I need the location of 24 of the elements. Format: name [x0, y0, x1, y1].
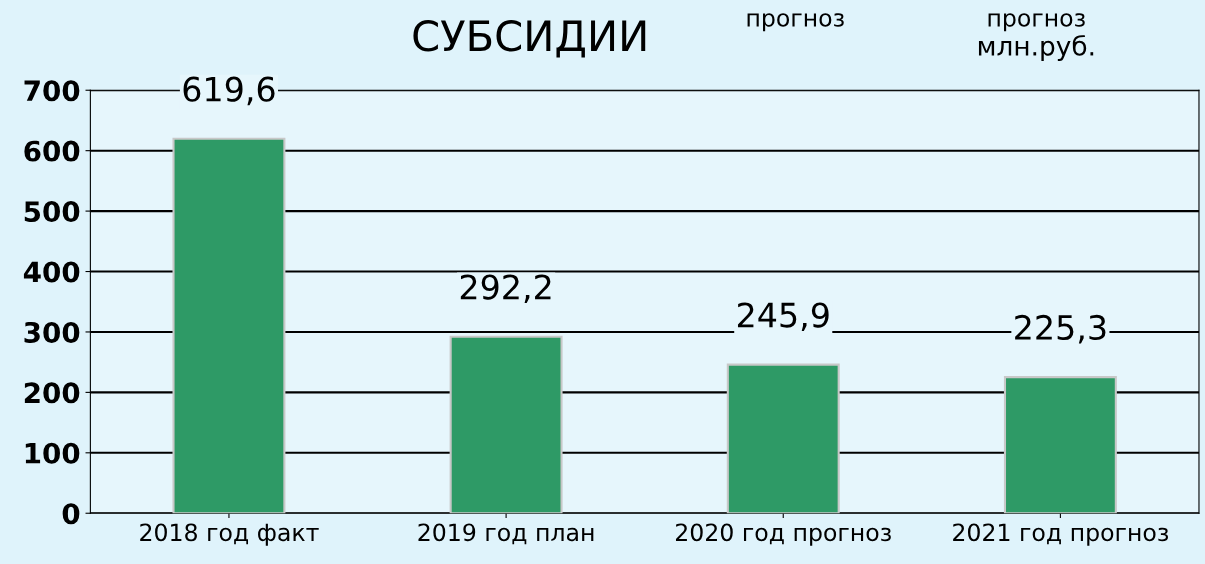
x-tick-label: 2019 год план — [418, 523, 594, 545]
bar — [172, 137, 286, 514]
bar — [449, 335, 563, 514]
y-tick-label: 600 — [24, 140, 80, 162]
x-tick-label: 2018 год факт — [140, 523, 319, 546]
data-label: 292,2 — [460, 274, 551, 304]
bar — [726, 363, 840, 514]
data-label: 225,3 — [1015, 314, 1106, 344]
y-tick-label: 700 — [24, 80, 80, 102]
x-tick-label: 2021 год прогноз — [953, 523, 1168, 546]
data-label: 619,6 — [183, 76, 275, 106]
y-tick-label: 300 — [24, 321, 80, 343]
bar — [1003, 376, 1117, 514]
y-tick-label: 500 — [24, 201, 80, 223]
text: млн.руб. — [978, 34, 1094, 61]
chart-title: СУБСИДИИ — [413, 20, 646, 58]
text: прогноз — [988, 13, 1085, 32]
y-tick-label: 200 — [24, 382, 80, 404]
data-label: 245,9 — [737, 302, 829, 332]
text: прогноз — [747, 13, 844, 32]
y-tick-label: 100 — [25, 442, 80, 464]
x-tick-label: 2020 год прогноз — [675, 523, 891, 546]
y-tick-label: 0 — [62, 503, 80, 525]
y-tick-label: 400 — [23, 261, 80, 283]
